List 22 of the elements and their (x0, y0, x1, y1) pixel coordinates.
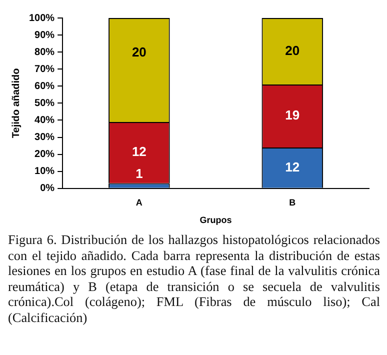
annotation: 19 (285, 108, 300, 123)
y-tick-label: 70% (34, 64, 55, 75)
x-axis-title: Grupos (200, 215, 232, 226)
y-axis-title: Tejido añadido (10, 68, 22, 138)
y-tick-label: 60% (34, 80, 55, 92)
annotation: 12 (132, 144, 146, 160)
annotation: 1 (136, 166, 143, 181)
y-tick-label: 90% (34, 30, 55, 41)
annotation: 12 (285, 160, 300, 175)
y-tick-label: 20% (34, 149, 55, 160)
y-tick-label: 50% (34, 98, 55, 109)
annotation: 20 (132, 44, 146, 60)
y-tick-label: 80% (34, 46, 55, 58)
x-tick-label: B (289, 197, 296, 208)
y-tick-label: 30% (34, 132, 55, 144)
y-tick-label: 100% (29, 12, 55, 24)
annotation: 20 (285, 42, 300, 58)
y-tick-label: 40% (34, 114, 55, 126)
x-tick-label: A (136, 197, 143, 208)
y-tick-label: 0% (40, 183, 55, 194)
text: Figura 6. Distribución de los hallazgos histopatológicos relacionados con el tejido añadido. Cada barra representa la distribución de estas lesiones en los grupos en estudio A (fase final de la valvulitis crónica reumática) y B (etapa de transición o se secuela de valvulitis crónica).Col (colágeno); FML (Fibras de músculo liso); Cal (Calcificación) (8, 232, 380, 325)
y-tick-label: 10% (34, 166, 55, 178)
